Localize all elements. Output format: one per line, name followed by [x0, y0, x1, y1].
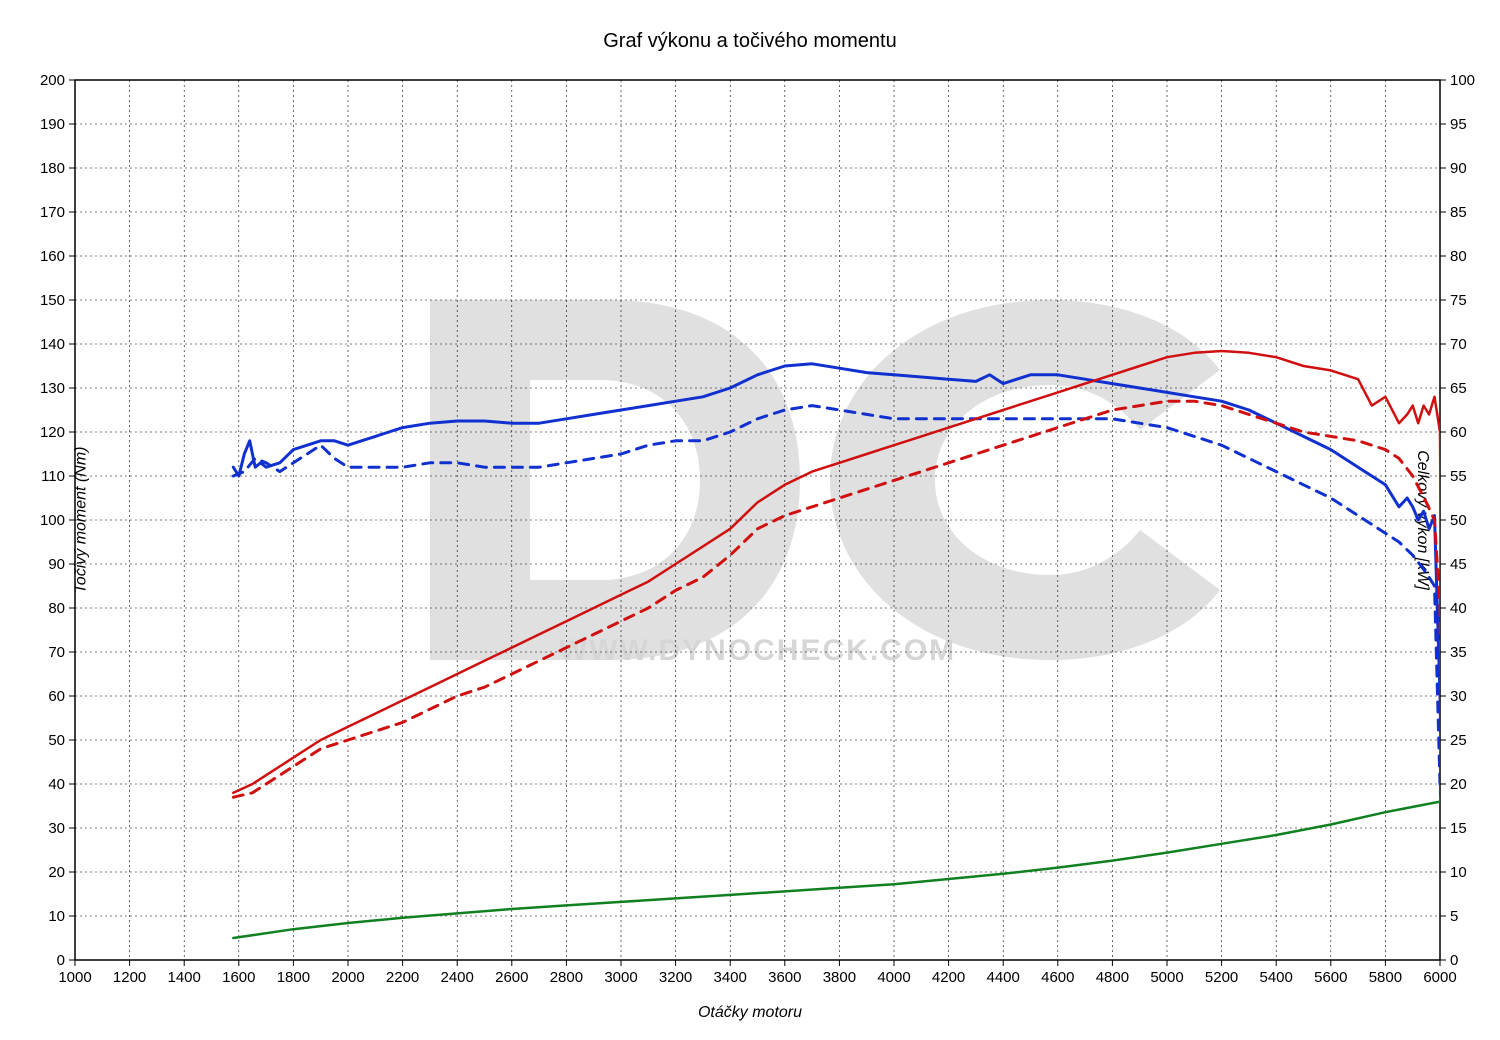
svg-text:1000: 1000 [58, 969, 91, 986]
svg-text:5200: 5200 [1205, 969, 1238, 986]
svg-text:55: 55 [1450, 468, 1467, 485]
svg-text:90: 90 [48, 556, 65, 573]
svg-text:4400: 4400 [987, 969, 1020, 986]
svg-text:65: 65 [1450, 380, 1467, 397]
svg-text:30: 30 [48, 820, 65, 837]
svg-text:WWW.DYNOCHECK.COM: WWW.DYNOCHECK.COM [559, 634, 956, 667]
svg-text:2200: 2200 [386, 969, 419, 986]
svg-text:5000: 5000 [1150, 969, 1183, 986]
svg-text:5800: 5800 [1369, 969, 1402, 986]
svg-text:1400: 1400 [168, 969, 201, 986]
svg-text:20: 20 [1450, 776, 1467, 793]
svg-text:2000: 2000 [331, 969, 364, 986]
svg-text:120: 120 [40, 424, 65, 441]
svg-text:25: 25 [1450, 732, 1467, 749]
svg-text:3800: 3800 [823, 969, 856, 986]
series-power_tuned [233, 351, 1442, 828]
svg-text:1200: 1200 [113, 969, 146, 986]
svg-text:2600: 2600 [495, 969, 528, 986]
svg-text:110: 110 [41, 468, 65, 485]
svg-text:140: 140 [40, 336, 65, 353]
svg-text:1600: 1600 [222, 969, 255, 986]
svg-text:10: 10 [48, 908, 65, 925]
svg-text:3200: 3200 [659, 969, 692, 986]
svg-text:1800: 1800 [277, 969, 310, 986]
svg-text:30: 30 [1450, 688, 1467, 705]
svg-text:3400: 3400 [714, 969, 747, 986]
svg-text:70: 70 [48, 644, 65, 661]
svg-text:100: 100 [40, 512, 65, 529]
svg-text:40: 40 [48, 776, 65, 793]
svg-text:5600: 5600 [1314, 969, 1347, 986]
svg-text:70: 70 [1450, 336, 1467, 353]
svg-text:160: 160 [40, 248, 65, 265]
svg-text:2800: 2800 [550, 969, 583, 986]
svg-text:5400: 5400 [1260, 969, 1293, 986]
svg-text:85: 85 [1450, 204, 1467, 221]
svg-text:3000: 3000 [604, 969, 637, 986]
svg-text:15: 15 [1450, 820, 1467, 837]
svg-text:4600: 4600 [1041, 969, 1074, 986]
svg-text:40: 40 [1450, 600, 1467, 617]
svg-text:4800: 4800 [1096, 969, 1129, 986]
svg-text:180: 180 [40, 160, 65, 177]
dyno-chart-container: Graf výkonu a točivého momentu Točivý mo… [0, 0, 1500, 1040]
svg-text:50: 50 [1450, 512, 1467, 529]
svg-text:2400: 2400 [441, 969, 474, 986]
svg-text:95: 95 [1450, 116, 1467, 133]
svg-text:4000: 4000 [877, 969, 910, 986]
svg-text:10: 10 [1450, 864, 1467, 881]
svg-text:130: 130 [40, 380, 65, 397]
svg-text:150: 150 [40, 292, 65, 309]
svg-text:100: 100 [1450, 72, 1475, 89]
chart-svg: WWW.DYNOCHECK.COM10001200140016001800200… [0, 0, 1500, 1040]
svg-text:3600: 3600 [768, 969, 801, 986]
svg-text:90: 90 [1450, 160, 1467, 177]
svg-text:75: 75 [1450, 292, 1467, 309]
svg-text:5: 5 [1450, 908, 1458, 925]
svg-text:60: 60 [1450, 424, 1467, 441]
svg-text:6000: 6000 [1423, 969, 1456, 986]
svg-text:4200: 4200 [932, 969, 965, 986]
svg-text:0: 0 [1450, 952, 1458, 969]
svg-text:35: 35 [1450, 644, 1467, 661]
svg-text:200: 200 [40, 72, 65, 89]
svg-text:80: 80 [48, 600, 65, 617]
svg-text:190: 190 [40, 116, 65, 133]
svg-text:60: 60 [48, 688, 65, 705]
svg-text:0: 0 [57, 952, 65, 969]
svg-text:80: 80 [1450, 248, 1467, 265]
svg-text:170: 170 [40, 204, 65, 221]
svg-text:20: 20 [48, 864, 65, 881]
svg-text:45: 45 [1450, 556, 1467, 573]
svg-text:50: 50 [48, 732, 65, 749]
